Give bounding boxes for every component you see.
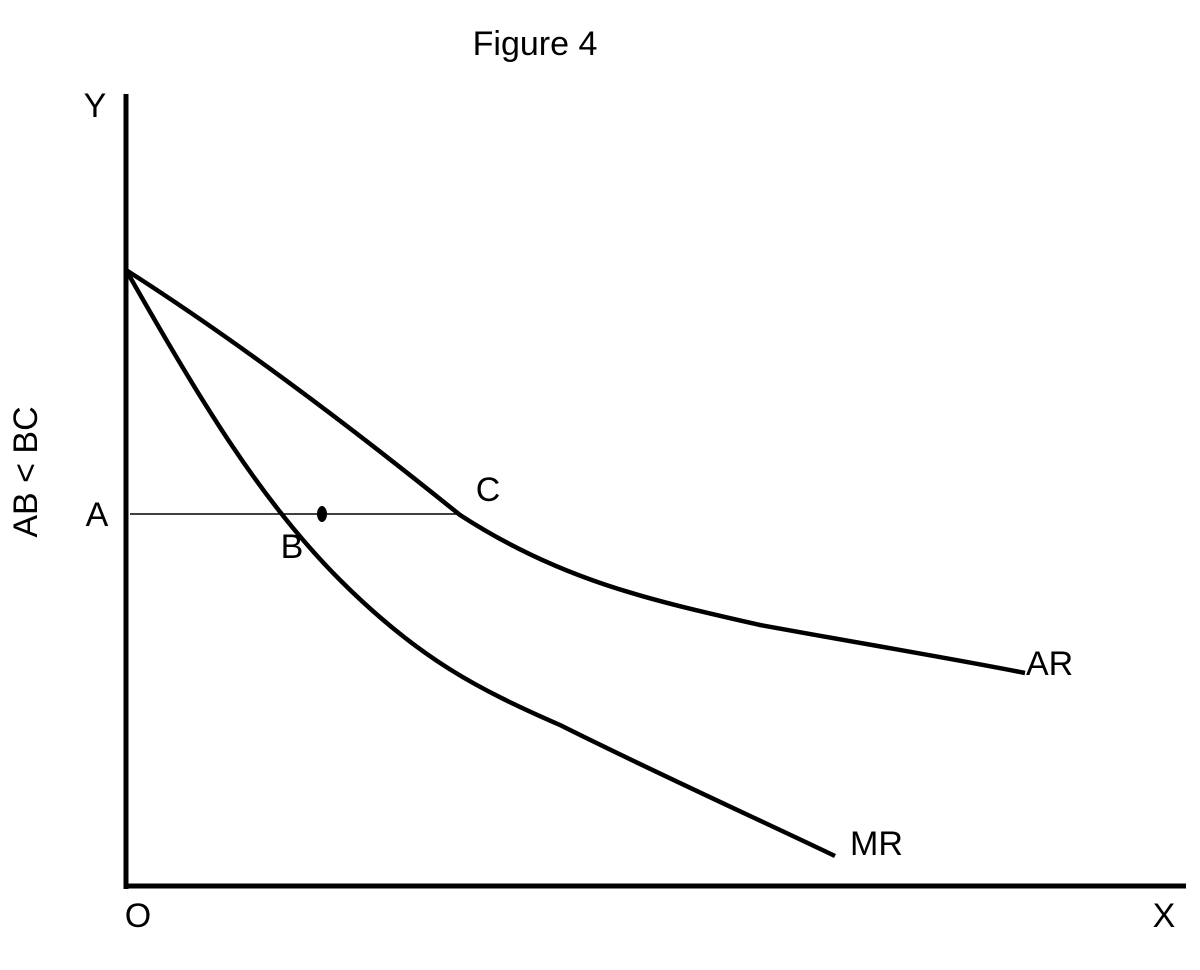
point-label: C: [476, 471, 501, 509]
curve-label: MR: [850, 825, 903, 863]
point-label: B: [281, 528, 304, 566]
midpoint-dot: [317, 506, 327, 522]
origin-label: O: [125, 897, 151, 935]
point-label: A: [86, 496, 109, 534]
side-label: AB < BC: [7, 406, 45, 537]
x-axis-label: X: [1153, 897, 1176, 935]
title: Figure 4: [473, 25, 598, 63]
y-axis-label: Y: [84, 87, 107, 125]
mr-curve: [124, 268, 836, 859]
curve-label: AR: [1026, 645, 1073, 683]
ar-curve: [124, 268, 1026, 676]
